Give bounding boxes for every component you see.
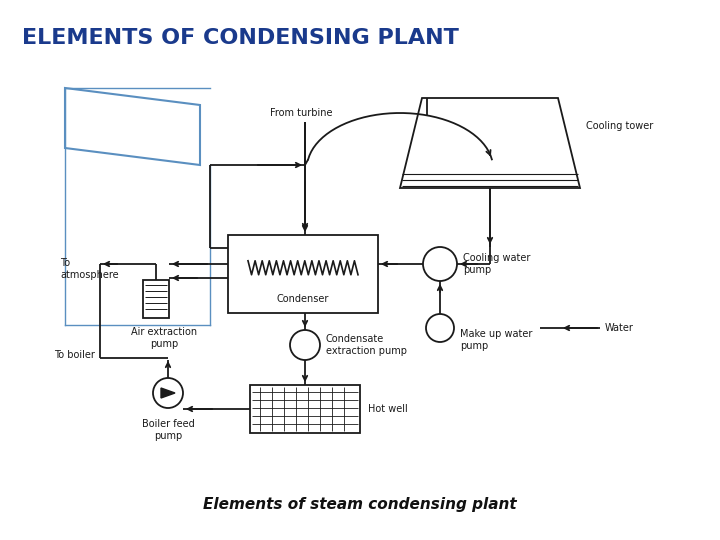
Bar (250, 385, 360, 433)
Text: Hot well: Hot well (368, 404, 408, 414)
Text: Boiler feed
pump: Boiler feed pump (142, 419, 194, 441)
Text: Condensate
extraction pump: Condensate extraction pump (326, 334, 407, 356)
Bar (228, 235, 378, 313)
Text: Elements of steam condensing plant: Elements of steam condensing plant (203, 497, 517, 512)
Text: Cooling tower: Cooling tower (586, 121, 653, 131)
Text: ELEMENTS OF CONDENSING PLANT: ELEMENTS OF CONDENSING PLANT (22, 28, 459, 48)
Text: From turbine: From turbine (270, 108, 333, 118)
Text: Make up water
pump: Make up water pump (460, 329, 532, 351)
Text: To
atmosphere: To atmosphere (60, 258, 119, 280)
Text: Condenser: Condenser (276, 294, 329, 304)
Text: Air extraction
pump: Air extraction pump (131, 327, 197, 349)
Text: Water: Water (605, 323, 634, 333)
Text: To boiler: To boiler (54, 350, 95, 360)
Bar (143, 280, 169, 318)
Text: Cooling water
pump: Cooling water pump (463, 253, 531, 275)
Polygon shape (161, 388, 175, 398)
